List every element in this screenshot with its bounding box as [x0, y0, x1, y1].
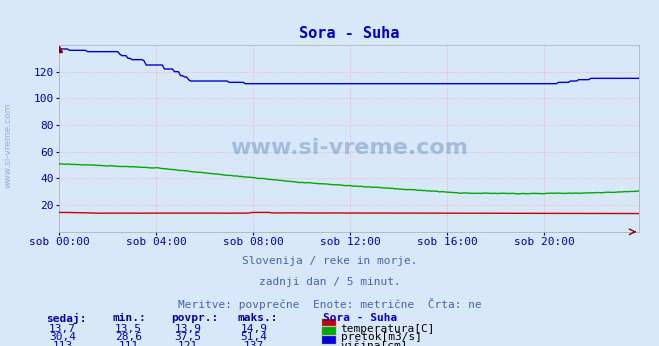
Text: sedaj:: sedaj: [46, 313, 86, 324]
Text: 13,7: 13,7 [49, 324, 76, 334]
Text: 13,9: 13,9 [175, 324, 201, 334]
Text: www.si-vreme.com: www.si-vreme.com [230, 138, 469, 158]
Text: www.si-vreme.com: www.si-vreme.com [3, 103, 13, 188]
Text: 14,9: 14,9 [241, 324, 267, 334]
Text: zadnji dan / 5 minut.: zadnji dan / 5 minut. [258, 277, 401, 287]
Text: Slovenija / reke in morje.: Slovenija / reke in morje. [242, 256, 417, 266]
Text: 111: 111 [119, 341, 138, 346]
Text: višina[cm]: višina[cm] [341, 341, 408, 346]
Text: min.:: min.: [112, 313, 146, 323]
Text: pretok[m3/s]: pretok[m3/s] [341, 332, 422, 342]
Text: Sora - Suha: Sora - Suha [323, 313, 397, 323]
Text: 51,4: 51,4 [241, 332, 267, 342]
Text: 137: 137 [244, 341, 264, 346]
Text: maks.:: maks.: [237, 313, 277, 323]
Text: 113: 113 [53, 341, 72, 346]
Text: 30,4: 30,4 [49, 332, 76, 342]
Text: povpr.:: povpr.: [171, 313, 219, 323]
Text: 28,6: 28,6 [115, 332, 142, 342]
Title: Sora - Suha: Sora - Suha [299, 26, 399, 41]
Text: temperatura[C]: temperatura[C] [341, 324, 435, 334]
Text: 37,5: 37,5 [175, 332, 201, 342]
Text: 121: 121 [178, 341, 198, 346]
Text: Meritve: povprečne  Enote: metrične  Črta: ne: Meritve: povprečne Enote: metrične Črta:… [178, 298, 481, 310]
Text: 13,5: 13,5 [115, 324, 142, 334]
